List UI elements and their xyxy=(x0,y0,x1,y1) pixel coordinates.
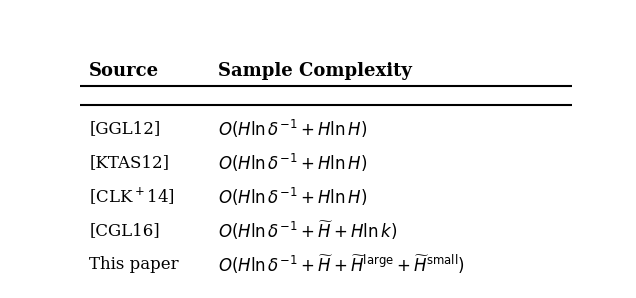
Text: [CLK$^+$14]: [CLK$^+$14] xyxy=(89,186,175,207)
Text: Sample Complexity: Sample Complexity xyxy=(218,62,411,80)
Text: $O\left(H \ln \delta^{-1} + \widetilde{H} + \widetilde{H}^{\mathrm{large}} + \wi: $O\left(H \ln \delta^{-1} + \widetilde{H… xyxy=(218,253,464,276)
Text: [CGL16]: [CGL16] xyxy=(89,222,160,239)
Text: This paper: This paper xyxy=(89,256,179,273)
Text: [GGL12]: [GGL12] xyxy=(89,120,161,137)
Text: $O\left(H \ln \delta^{-1} + H \ln H\right)$: $O\left(H \ln \delta^{-1} + H \ln H\righ… xyxy=(218,186,367,208)
Text: $O\left(H \ln \delta^{-1} + H \ln H\right)$: $O\left(H \ln \delta^{-1} + H \ln H\righ… xyxy=(218,152,367,174)
Text: $O\left(H \ln \delta^{-1} + \widetilde{H} + H \ln k\right)$: $O\left(H \ln \delta^{-1} + \widetilde{H… xyxy=(218,219,397,242)
Text: Source: Source xyxy=(89,62,160,80)
Text: $O\left(H \ln \delta^{-1} + H \ln H\right)$: $O\left(H \ln \delta^{-1} + H \ln H\righ… xyxy=(218,118,367,140)
Text: [KTAS12]: [KTAS12] xyxy=(89,154,169,171)
